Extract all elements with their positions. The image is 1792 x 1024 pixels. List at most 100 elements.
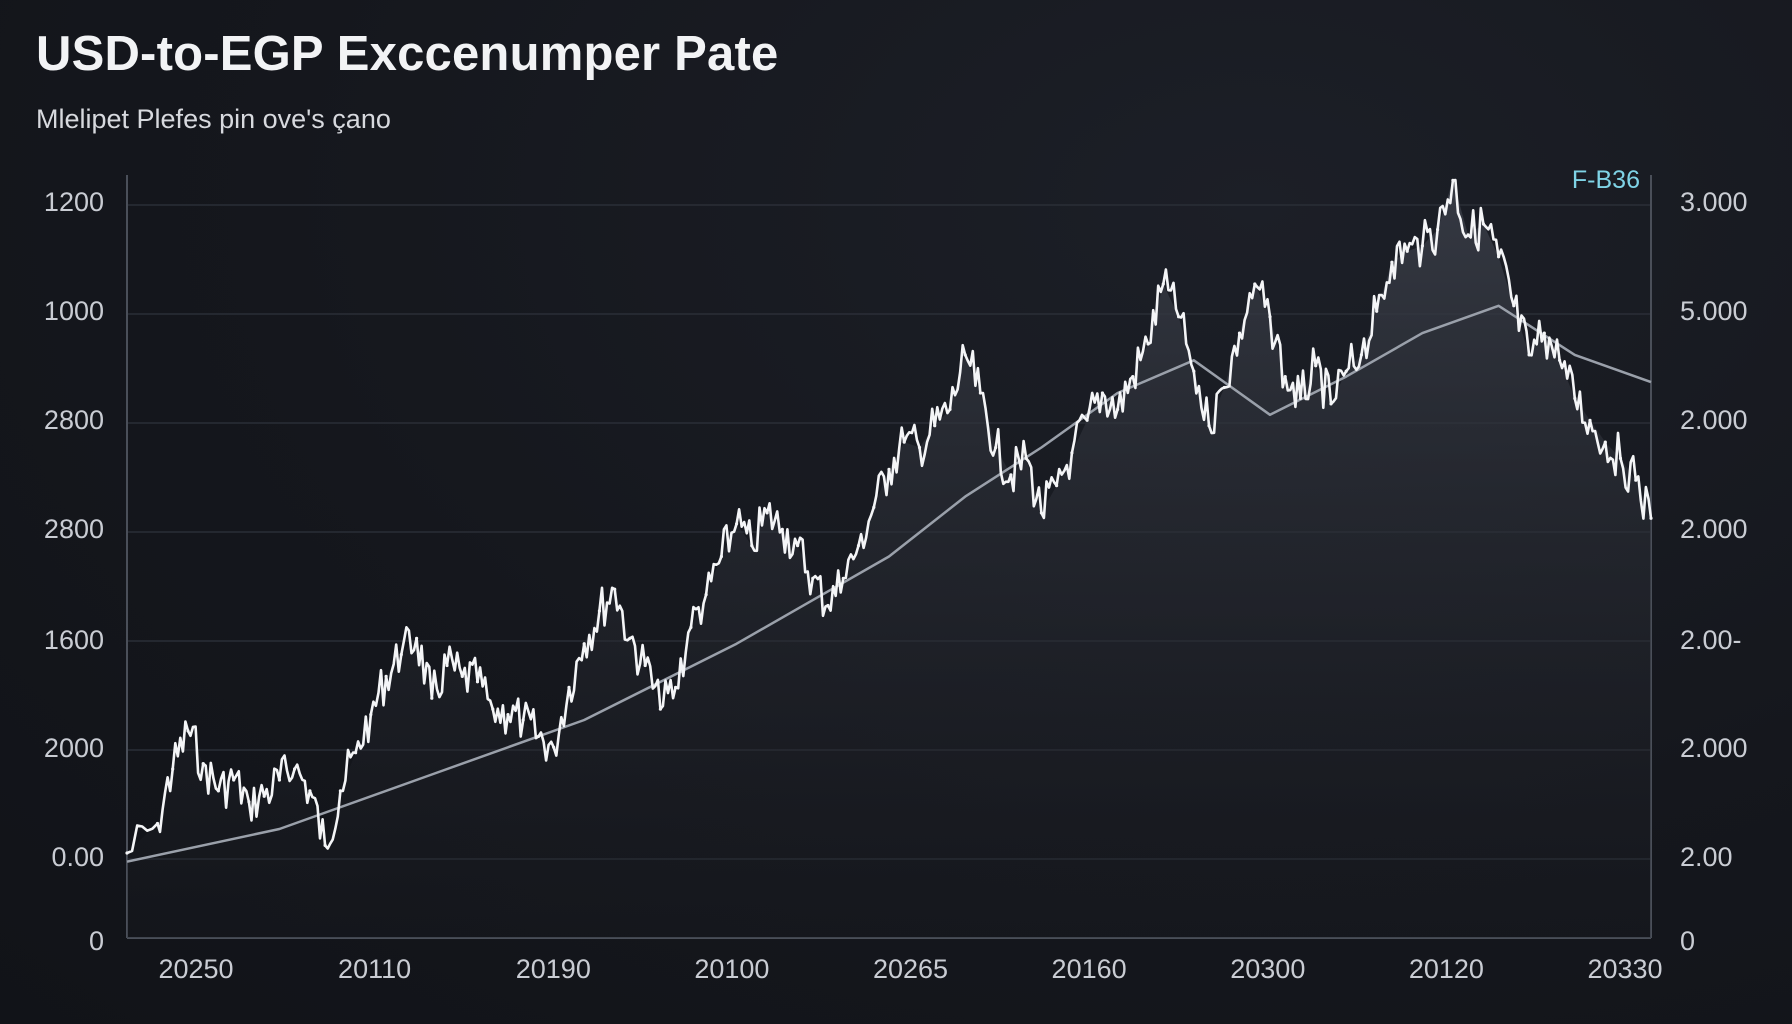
data-point: [384, 674, 388, 679]
data-point: [415, 636, 419, 640]
data-point: [491, 707, 495, 711]
data-point: [613, 587, 617, 591]
data-point: [1253, 282, 1257, 286]
data-point: [796, 544, 800, 548]
y-axis-left-ticks: 1200 1000 2800 2800 1600 2000 0.00 0: [44, 187, 104, 956]
data-point: [1314, 364, 1318, 368]
data-point: [354, 751, 358, 755]
data-point: [1329, 402, 1333, 406]
data-point: [1116, 407, 1120, 411]
data-point: [171, 767, 175, 771]
y-tick-label-right: 0: [1680, 926, 1695, 956]
chart-subtitle: Mlelipet Plefes pin ove's çano: [36, 104, 391, 134]
peak-annotation: F-B36: [1572, 166, 1640, 194]
x-tick-label: 20250: [158, 954, 233, 984]
area-under-series: [127, 180, 1651, 938]
data-point: [552, 745, 556, 749]
data-point: [277, 778, 281, 782]
y-tick-label-left: 1600: [44, 625, 104, 655]
data-point: [1649, 516, 1653, 520]
data-point: [1558, 358, 1562, 362]
data-point: [1634, 478, 1638, 482]
data-point: [521, 718, 525, 722]
data-point: [1283, 375, 1287, 379]
data-point: [1527, 353, 1531, 357]
data-point: [1588, 418, 1592, 422]
data-point: [841, 576, 845, 580]
data-point: [1161, 282, 1165, 286]
data-point: [1039, 511, 1043, 515]
data-point: [430, 696, 434, 700]
x-tick-label: 20100: [694, 954, 769, 984]
data-point: [1298, 396, 1303, 400]
data-point: [1481, 222, 1485, 226]
data-point: [1618, 456, 1623, 460]
data-point: [719, 554, 724, 559]
data-point: [780, 527, 784, 531]
data-point: [567, 685, 571, 689]
data-point: [201, 762, 205, 766]
data-point: [826, 603, 830, 608]
y-tick-label-right: 3.000: [1680, 187, 1748, 217]
y-tick-label-left: 1200: [44, 187, 104, 217]
data-point: [475, 680, 480, 684]
series-line: [126, 178, 1653, 855]
data-point: [1177, 315, 1181, 319]
data-point: [1055, 484, 1059, 488]
trend-line-path: [126, 304, 1652, 863]
price-series: [125, 178, 1653, 855]
data-point: [1344, 369, 1348, 373]
data-point: [1192, 369, 1196, 373]
data-point: [460, 674, 464, 679]
data-point: [445, 663, 449, 668]
data-point: [1573, 396, 1577, 400]
data-point: [917, 445, 922, 450]
data-point: [963, 353, 967, 357]
data-point: [735, 522, 739, 526]
y-tick-label-right: 5.000: [1680, 296, 1748, 326]
data-point: [994, 445, 998, 450]
data-point: [1512, 304, 1516, 308]
data-point: [1542, 331, 1546, 335]
data-point: [536, 734, 541, 739]
data-point: [872, 505, 876, 509]
y-tick-label-right: 2.00: [1680, 842, 1733, 872]
y-tick-label-left: 2800: [44, 405, 104, 435]
data-point: [232, 778, 236, 782]
data-point: [1146, 342, 1150, 346]
data-point: [1100, 391, 1104, 395]
data-point: [1405, 249, 1409, 253]
data-point: [597, 609, 602, 613]
data-point: [308, 789, 312, 793]
data-point: [1009, 473, 1013, 477]
data-point: [338, 789, 342, 793]
y-tick-label-left: 0: [89, 926, 104, 956]
y-tick-label-left: 1000: [44, 296, 104, 326]
data-point: [323, 843, 327, 848]
data-point: [643, 663, 647, 668]
data-point: [765, 511, 769, 515]
y-tick-label-right: 2.000: [1680, 514, 1748, 544]
data-point: [689, 625, 693, 630]
x-axis-ticks: 20250 20110 20190 20100 20265 20160 20300 20120…: [158, 954, 1662, 984]
y-tick-label-left: 0.00: [51, 842, 104, 872]
data-point: [948, 407, 952, 411]
data-point: [628, 636, 632, 640]
chart-title: USD-to-EGP Exccenumper Pate: [36, 27, 779, 81]
data-point: [1131, 375, 1135, 379]
y-tick-label-right: 2.000: [1680, 405, 1748, 435]
data-point: [1603, 440, 1607, 444]
x-tick-label: 20190: [516, 954, 591, 984]
data-point: [1024, 456, 1028, 460]
data-point: [811, 576, 815, 580]
data-point: [262, 794, 266, 798]
y-tick-label-left: 2800: [44, 514, 104, 544]
data-point: [856, 544, 861, 548]
area-fill: [127, 180, 1651, 938]
data-point: [1375, 309, 1379, 313]
x-tick-label: 20330: [1587, 954, 1662, 984]
x-tick-label: 20160: [1052, 954, 1127, 984]
